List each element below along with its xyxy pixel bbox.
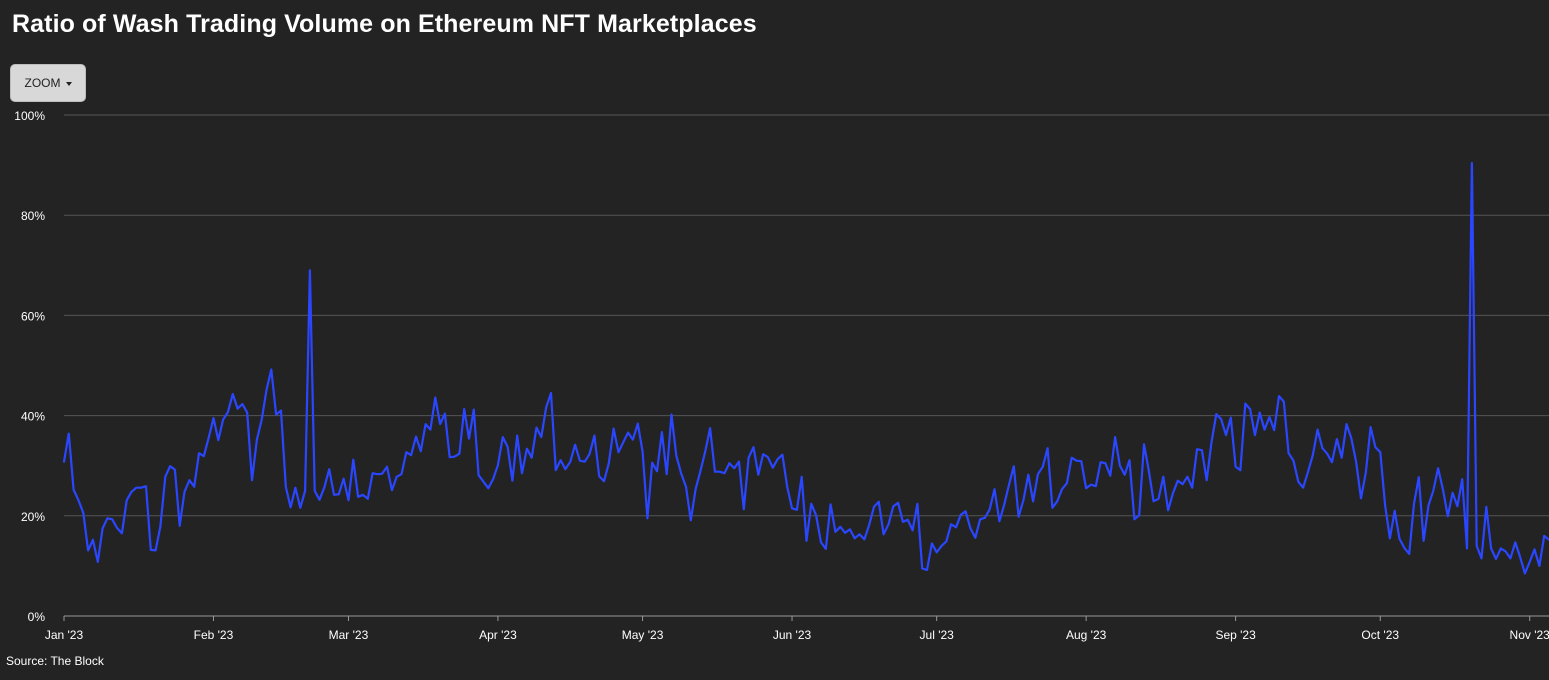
x-tick-label: Jun '23 [773,628,812,642]
y-tick-label: 0% [28,610,46,624]
x-tick-label: Mar '23 [329,628,369,642]
y-tick-label: 40% [21,410,45,424]
x-tick-label: Nov '23 [1510,628,1549,642]
x-tick-label: Sep '23 [1215,628,1256,642]
zoom-label: ZOOM [24,76,61,90]
caret-down-icon [65,81,72,86]
y-tick-label: 20% [21,510,45,524]
y-tick-label: 60% [21,309,45,323]
zoom-dropdown-button[interactable]: ZOOM [10,64,86,102]
x-tick-label: Feb '23 [194,628,234,642]
x-tick-label: Oct '23 [1361,628,1399,642]
series-line [62,162,1549,575]
source-note: Source: The Block [6,654,104,668]
chart-title: Ratio of Wash Trading Volume on Ethereum… [12,10,757,38]
x-tick-label: Jul '23 [920,628,955,642]
x-tick-label: Jan '23 [45,628,84,642]
x-tick-label: Apr '23 [479,628,517,642]
y-tick-label: 80% [21,209,45,223]
y-tick-label: 100% [14,109,45,123]
x-tick-label: May '23 [622,628,664,642]
x-tick-label: Aug '23 [1066,628,1107,642]
